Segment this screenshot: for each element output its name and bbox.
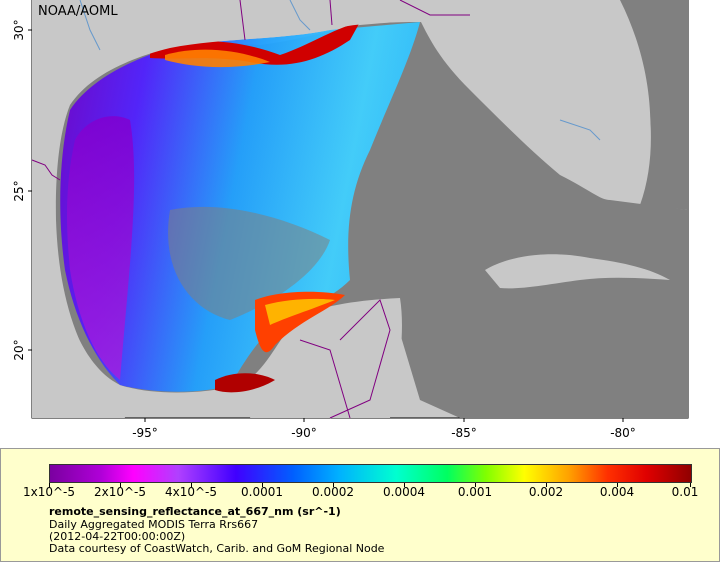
lon-label-80: -80°: [610, 426, 636, 440]
data-courtesy: Data courtesy of CoastWatch, Carib. and …: [49, 542, 385, 555]
colorbar-tick: [333, 483, 334, 487]
legend-panel: 1x10^-5 2x10^-5 4x10^-5 0.0001 0.0002 0.…: [0, 448, 720, 562]
colorbar-label: 0.0001: [241, 485, 283, 499]
colorbar-label: 0.01: [671, 485, 699, 499]
river-1: [79, 0, 101, 51]
river-3: [559, 119, 601, 141]
tabasco-high: [215, 373, 275, 393]
colorbar-label: 0.004: [599, 485, 635, 499]
lat-label-25: 25°: [12, 180, 26, 202]
us-mexico-border: [31, 159, 61, 181]
colorbar-label: 0.0004: [383, 485, 425, 499]
colorbar-tick: [404, 483, 405, 487]
variable-name: remote_sensing_reflectance_at_667_nm (sr…: [49, 505, 341, 518]
west-coverage: [67, 116, 135, 380]
colorbar-label: 1x10^-5: [22, 485, 76, 499]
state-border-1: [239, 0, 246, 41]
guatemala-border: [329, 299, 391, 419]
lat-label-30: 30°: [12, 19, 26, 41]
colorbar-tick: [49, 483, 50, 487]
state-border-3: [399, 0, 470, 16]
dataset-date: (2012-04-22T00:00:00Z): [49, 530, 186, 543]
map-canvas: [28, 0, 689, 422]
colorbar-label: 4x10^-5: [164, 485, 218, 499]
colorbar-label: 0.001: [457, 485, 493, 499]
colorbar-label: 2x10^-5: [93, 485, 147, 499]
colorbar: [49, 464, 692, 483]
reflectance-coverage: [60, 22, 420, 392]
colorbar-tick: [546, 483, 547, 487]
central-gray-gap: [168, 206, 330, 320]
map-area: NOAA/AOML 30° 25° 20° -95° -90° -85° -80…: [12, 0, 689, 440]
campeche-yellow: [265, 298, 335, 325]
atlantic-water: [620, 0, 688, 210]
colorbar-tick: [191, 483, 192, 487]
credit-label: NOAA/AOML: [38, 4, 118, 19]
state-border-2: [329, 0, 333, 26]
colorbar-label: 0.002: [528, 485, 564, 499]
river-2: [289, 0, 311, 31]
lon-label-95: -95°: [132, 426, 158, 440]
axis-ticks: [28, 29, 624, 422]
cuba: [485, 254, 670, 289]
colorbar-tick: [690, 483, 691, 487]
lon-label-90: -90°: [291, 426, 317, 440]
mexico-state-border: [299, 339, 351, 419]
northern-coast-orange: [165, 49, 270, 68]
dataset-description: Daily Aggregated MODIS Terra Rrs667: [49, 518, 259, 531]
us-coast: [32, 0, 420, 418]
colorbar-label: 0.0002: [312, 485, 354, 499]
colorbar-tick: [120, 483, 121, 487]
lon-label-85: -85°: [451, 426, 477, 440]
colorbar-tick: [475, 483, 476, 487]
lat-label-20: 20°: [12, 339, 26, 361]
colorbar-tick: [617, 483, 618, 487]
florida: [420, 0, 651, 200]
colorbar-tick: [262, 483, 263, 487]
